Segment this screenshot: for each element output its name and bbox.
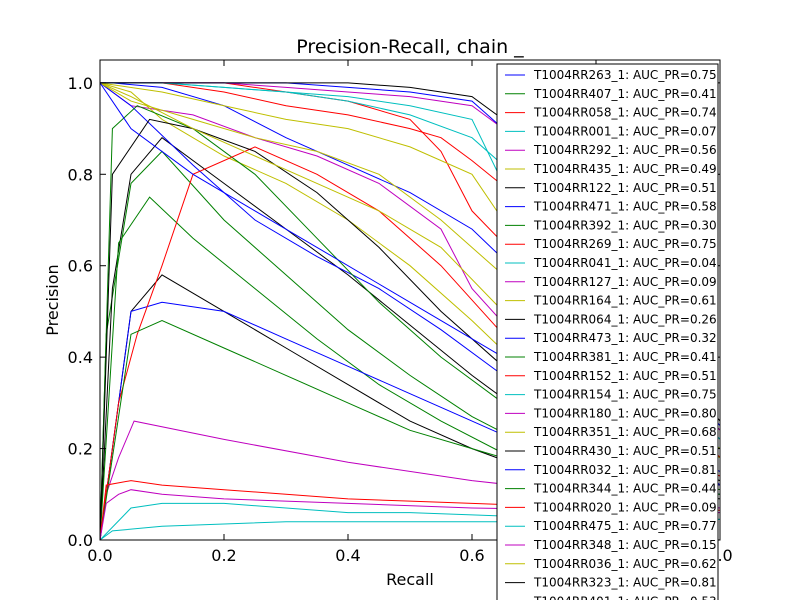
legend-entry: T1004RR164_1: AUC_PR=0.61	[533, 294, 717, 308]
x-axis-label: Recall	[386, 570, 434, 589]
x-tick-label: 0.2	[211, 546, 236, 565]
legend-entry: T1004RR154_1: AUC_PR=0.75	[533, 388, 717, 402]
legend-entry: T1004RR323_1: AUC_PR=0.81	[533, 576, 717, 590]
legend-entry: T1004RR475_1: AUC_PR=0.77	[533, 519, 717, 533]
y-tick-label: 0.4	[68, 348, 93, 367]
legend-entry: T1004RR348_1: AUC_PR=0.15	[533, 538, 717, 552]
legend-entry: T1004RR152_1: AUC_PR=0.51	[533, 369, 717, 383]
legend-entry: T1004RR263_1: AUC_PR=0.75	[533, 68, 717, 82]
y-tick-label: 0.2	[68, 440, 93, 459]
legend-entry: T1004RR020_1: AUC_PR=0.09	[533, 500, 717, 514]
y-tick-label: 0.8	[68, 165, 93, 184]
x-tick-label: 0.6	[459, 546, 484, 565]
legend-entry: T1004RR351_1: AUC_PR=0.68	[533, 425, 717, 439]
legend-entry: T1004RR064_1: AUC_PR=0.26	[533, 312, 717, 326]
legend-entry: T1004RR401_1: AUC_PR=0.53	[533, 594, 717, 600]
legend-entry: T1004RR344_1: AUC_PR=0.44	[533, 482, 717, 496]
legend-entry: T1004RR269_1: AUC_PR=0.75	[533, 237, 717, 251]
legend-entry: T1004RR058_1: AUC_PR=0.74	[533, 106, 717, 120]
x-tick-label: 0.0	[87, 546, 112, 565]
legend-entry: T1004RR381_1: AUC_PR=0.41	[533, 350, 717, 364]
legend: T1004RR263_1: AUC_PR=0.75 T1004RR407_1: A…	[496, 63, 719, 600]
legend-entry: T1004RR407_1: AUC_PR=0.41	[533, 87, 717, 101]
legend-box	[496, 63, 719, 600]
plot-frame	[99, 59, 721, 541]
legend-entry: T1004RR292_1: AUC_PR=0.56	[533, 143, 717, 157]
axis-ticks-group: 0.0 0.2 0.4 0.6 1.00.00.20.40.60.81.0	[68, 60, 733, 565]
legend-entry: T1004RR180_1: AUC_PR=0.80	[533, 406, 717, 420]
y-axis-label: Precision	[43, 264, 62, 335]
legend-entry: T1004RR392_1: AUC_PR=0.30	[533, 218, 717, 232]
y-tick-label: 0.0	[68, 531, 93, 550]
legend-entry: T1004RR122_1: AUC_PR=0.51	[533, 181, 717, 195]
legend-entry: T1004RR032_1: AUC_PR=0.81	[533, 463, 717, 477]
chart-title: Precision-Recall, chain _	[296, 36, 524, 58]
legend-entry: T1004RR435_1: AUC_PR=0.49	[533, 162, 717, 176]
legend-entry: T1004RR036_1: AUC_PR=0.62	[533, 557, 717, 571]
legend-entry: T1004RR001_1: AUC_PR=0.07	[533, 124, 717, 138]
legend-entry: T1004RR473_1: AUC_PR=0.32	[533, 331, 717, 345]
legend-entry: T1004RR430_1: AUC_PR=0.51	[533, 444, 717, 458]
x-tick-label: 0.4	[335, 546, 360, 565]
legend-entry: T1004RR471_1: AUC_PR=0.58	[533, 200, 717, 214]
legend-entry: T1004RR041_1: AUC_PR=0.04	[533, 256, 717, 270]
y-tick-label: 1.0	[68, 74, 93, 93]
y-tick-label: 0.6	[68, 257, 93, 276]
legend-entry: T1004RR127_1: AUC_PR=0.09	[533, 275, 717, 289]
